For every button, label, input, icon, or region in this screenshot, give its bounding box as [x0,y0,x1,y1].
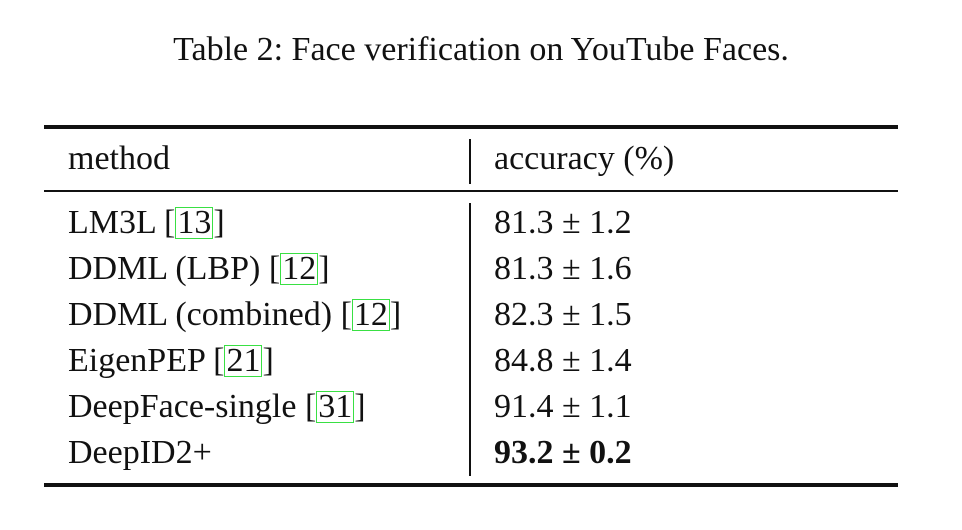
table-row-accuracy: 82.3 ± 1.5 [494,296,632,333]
table-row-method: DeepFace-single [31] [68,388,366,425]
column-divider-header [469,139,471,184]
table-row-method: DDML (combined) [12] [68,296,402,333]
citation-link[interactable]: 21 [224,342,263,379]
column-divider-body [469,203,471,476]
table-row-accuracy: 81.3 ± 1.6 [494,250,632,287]
table-caption: Table 2: Face verification on YouTube Fa… [173,31,789,68]
table-row-method: LM3L [13] [68,204,225,241]
header-accuracy: accuracy (%) [494,140,675,177]
top-rule [44,125,898,129]
table-row-method: EigenPEP [21] [68,342,274,379]
method-name: DDML (combined) [68,296,333,333]
method-name: DeepFace-single [68,388,297,425]
table-row-method: DDML (LBP) [12] [68,250,330,287]
bottom-rule [44,483,898,487]
method-name: LM3L [68,204,156,241]
citation-link[interactable]: 12 [351,296,390,333]
citation-link[interactable]: 31 [316,388,355,425]
citation-link[interactable]: 12 [280,250,319,287]
table-row-method: DeepID2+ [68,434,212,471]
method-name: DDML (LBP) [68,250,261,287]
table-row-accuracy: 91.4 ± 1.1 [494,388,632,425]
header-method: method [68,140,170,177]
method-name: EigenPEP [68,342,205,379]
table-row-accuracy: 81.3 ± 1.2 [494,204,632,241]
citation-link[interactable]: 13 [175,204,214,241]
table-row-accuracy: 84.8 ± 1.4 [494,342,632,379]
table-row-accuracy-best: 93.2 ± 0.2 [494,434,632,471]
header-rule [44,190,898,192]
